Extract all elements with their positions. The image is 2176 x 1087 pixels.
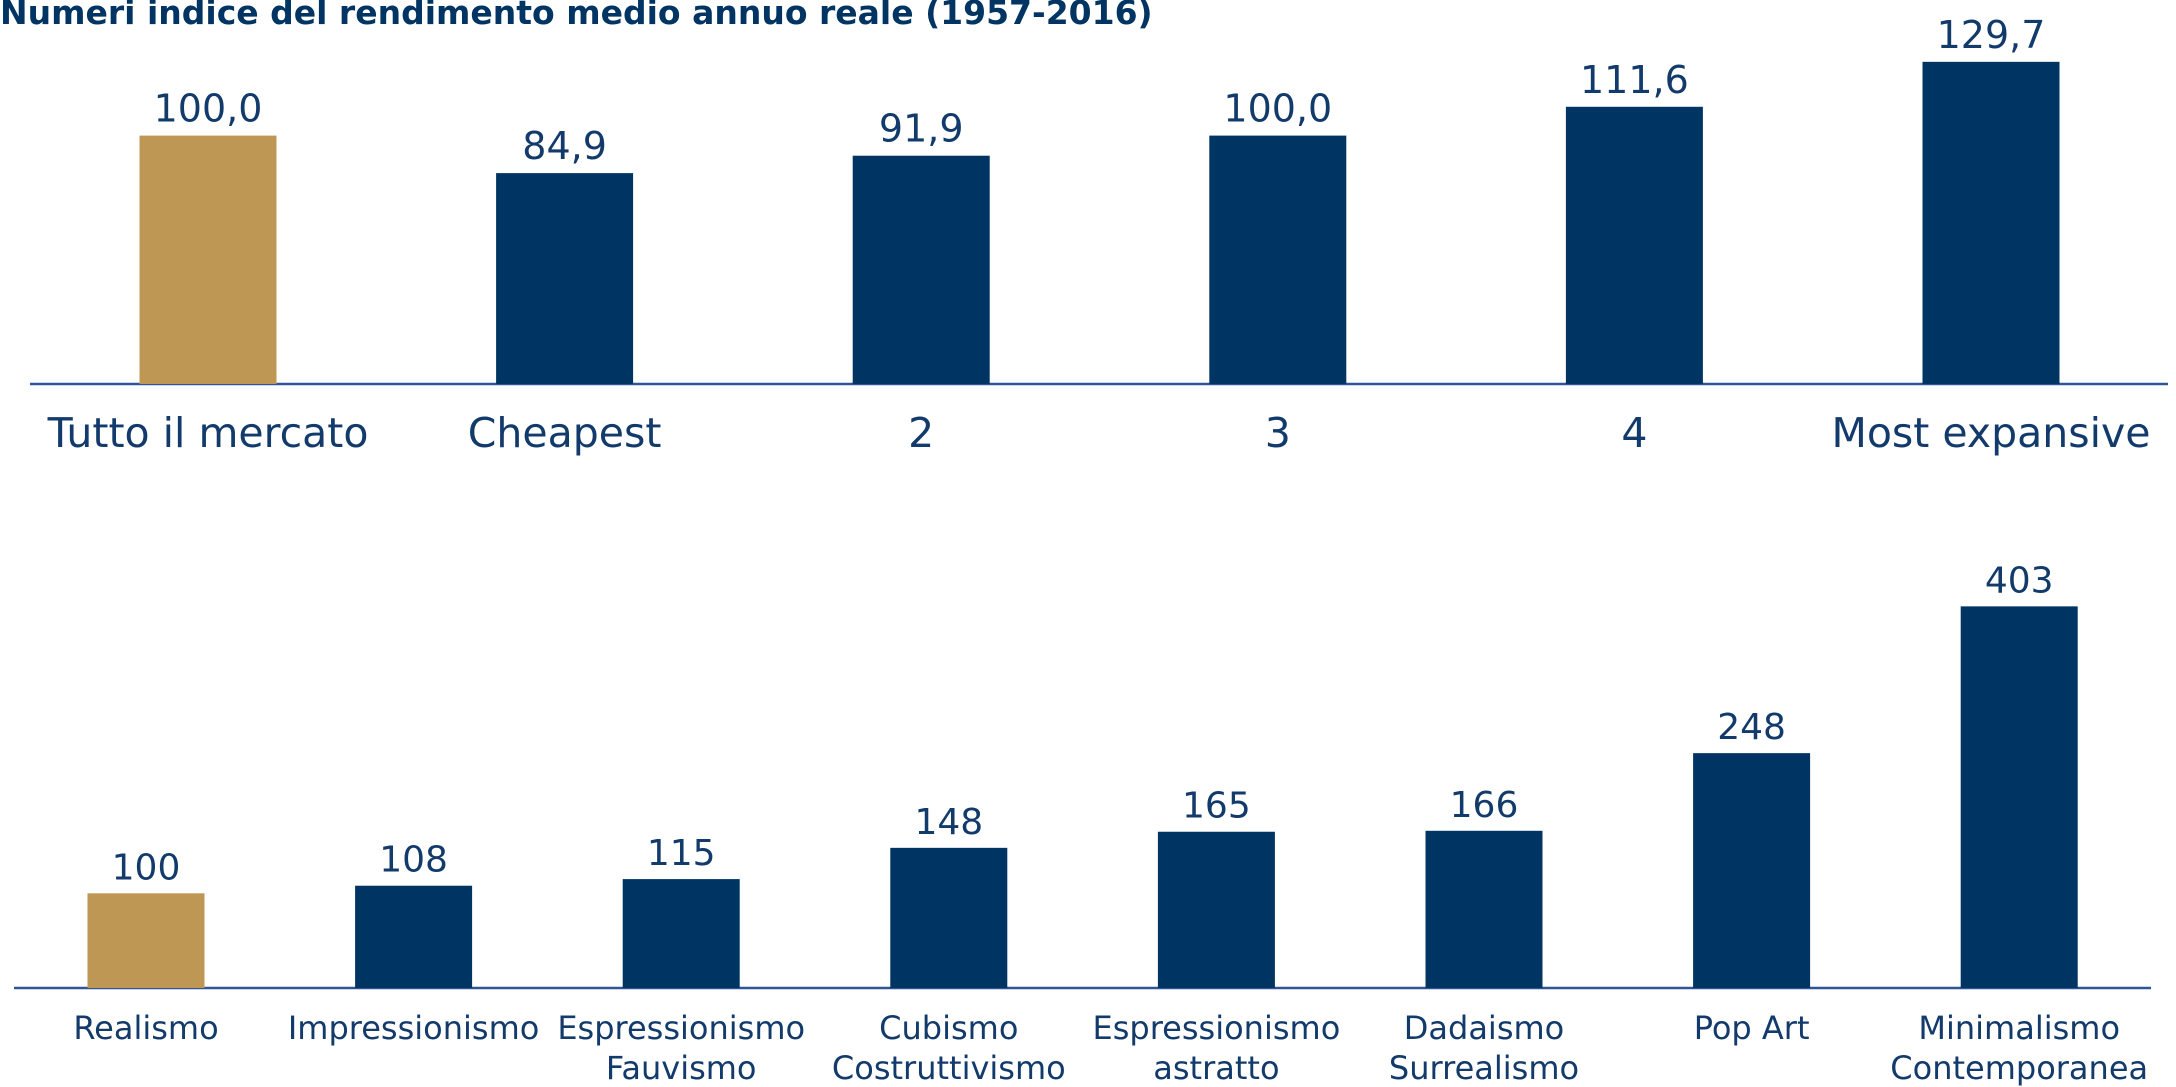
bar bbox=[890, 847, 1008, 988]
bar bbox=[87, 893, 205, 988]
value-label: 111,6 bbox=[1580, 58, 1689, 102]
x-tick-label: 4 bbox=[1621, 409, 1647, 457]
bar bbox=[355, 885, 473, 988]
bar bbox=[1960, 606, 2078, 988]
bar bbox=[852, 155, 990, 384]
x-tick-label: Dadaismo Surrealismo bbox=[1389, 1009, 1579, 1087]
x-tick-label: Cheapest bbox=[468, 409, 662, 457]
x-tick-label: Minimalismo Contemporanea bbox=[1890, 1009, 2148, 1087]
value-label: 100,0 bbox=[1223, 87, 1332, 131]
bar bbox=[622, 879, 740, 988]
x-tick-label: Espressionismo Fauvismo bbox=[557, 1009, 805, 1087]
value-label: 248 bbox=[1717, 707, 1786, 748]
value-label: 100,0 bbox=[154, 87, 263, 131]
value-label: 148 bbox=[914, 802, 983, 843]
bar bbox=[1565, 106, 1703, 385]
bar bbox=[1209, 135, 1347, 384]
value-label: 165 bbox=[1182, 786, 1251, 827]
value-label: 166 bbox=[1450, 785, 1519, 826]
x-tick-label: Pop Art bbox=[1694, 1009, 1810, 1047]
bar bbox=[139, 135, 277, 384]
value-label: 115 bbox=[647, 833, 716, 874]
bar bbox=[1157, 831, 1275, 988]
value-label: 84,9 bbox=[522, 124, 607, 168]
x-tick-label: Most expansive bbox=[1831, 409, 2150, 457]
x-tick-label: Espressionismo astratto bbox=[1093, 1009, 1341, 1087]
value-label: 403 bbox=[1985, 560, 2054, 601]
value-label: 100 bbox=[112, 847, 181, 888]
bar bbox=[1693, 753, 1811, 988]
chart-title: Numeri indice del rendimento medio annuo… bbox=[0, 0, 1153, 32]
x-tick-label: Tutto il mercato bbox=[47, 409, 369, 457]
bar bbox=[1425, 830, 1543, 988]
x-tick-label: 2 bbox=[908, 409, 934, 457]
value-label: 129,7 bbox=[1937, 13, 2046, 57]
x-tick-label: Realismo bbox=[73, 1009, 218, 1047]
x-tick-label: Cubismo Costruttivismo bbox=[832, 1009, 1066, 1087]
value-label: 91,9 bbox=[879, 107, 964, 151]
x-tick-label: 3 bbox=[1265, 409, 1291, 457]
value-label: 108 bbox=[379, 840, 448, 881]
x-tick-label: Impressionismo bbox=[288, 1009, 539, 1047]
bar bbox=[1922, 61, 2060, 385]
bar bbox=[496, 173, 634, 384]
